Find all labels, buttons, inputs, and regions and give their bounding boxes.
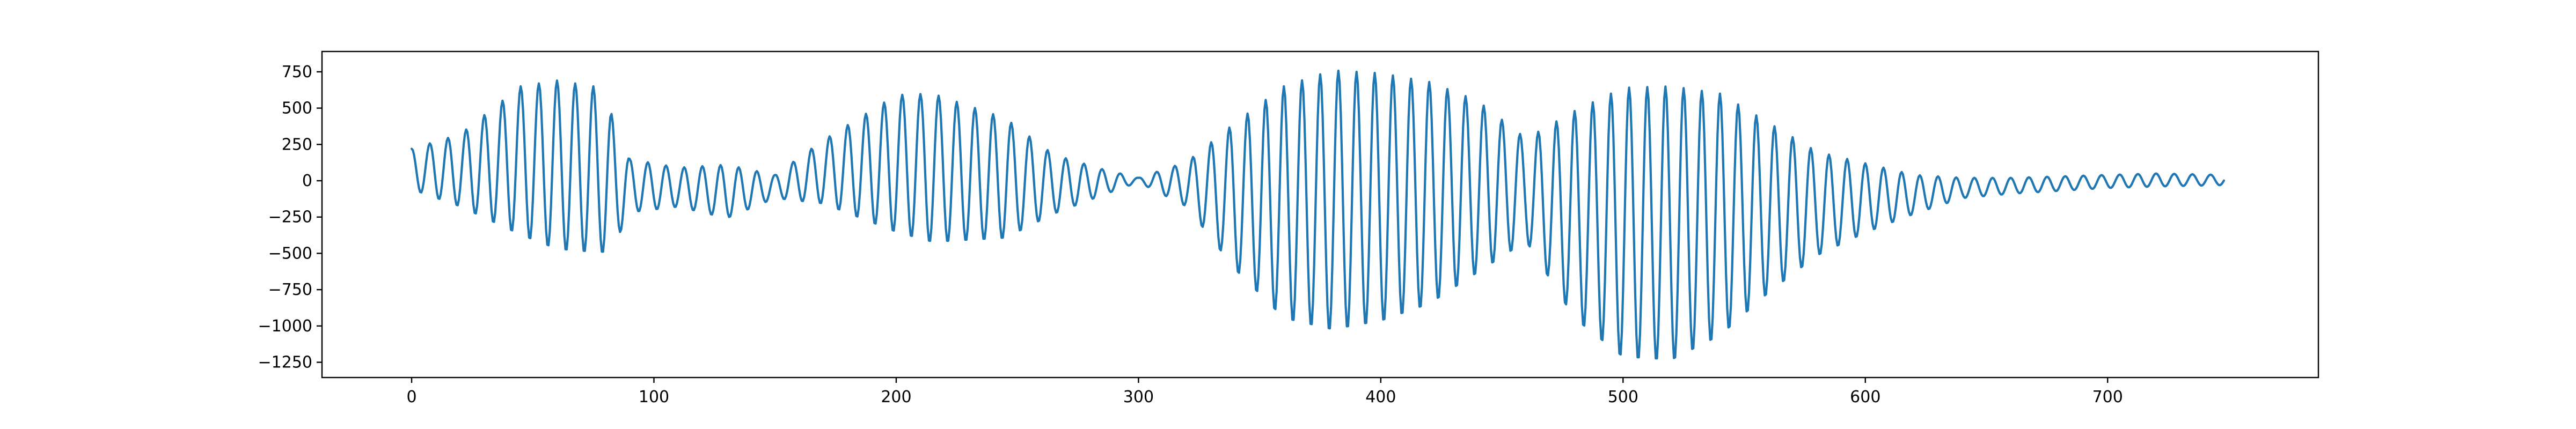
x-tick-label: 700 bbox=[2092, 388, 2123, 406]
y-tick-label: 750 bbox=[282, 63, 312, 82]
y-tick-label: 500 bbox=[282, 99, 312, 118]
x-tick-label: 500 bbox=[1608, 388, 1638, 406]
x-tick-label: 400 bbox=[1365, 388, 1396, 406]
x-tick-label: 0 bbox=[406, 388, 416, 406]
y-tick-label: −750 bbox=[268, 280, 312, 299]
y-tick-label: −1000 bbox=[258, 317, 312, 336]
series-line bbox=[410, 69, 2226, 360]
x-tick-label: 600 bbox=[1850, 388, 1880, 406]
x-tick-label: 200 bbox=[881, 388, 911, 406]
x-tick-label: 300 bbox=[1123, 388, 1154, 406]
y-tick-label: −500 bbox=[268, 244, 312, 263]
y-tick-label: 0 bbox=[302, 172, 312, 190]
y-tick-label: −250 bbox=[268, 208, 312, 227]
x-axis: 0 100 200 300 400 500 600 700 bbox=[406, 378, 2123, 406]
y-axis: 750 500 250 0 −250 −500 −750 −1000 −1250 bbox=[258, 63, 322, 372]
plot-frame bbox=[321, 50, 2319, 379]
y-tick-label: 250 bbox=[282, 135, 312, 154]
x-tick-label: 100 bbox=[639, 388, 669, 406]
y-tick-label: −1250 bbox=[258, 353, 312, 372]
series-layer bbox=[410, 69, 2226, 360]
